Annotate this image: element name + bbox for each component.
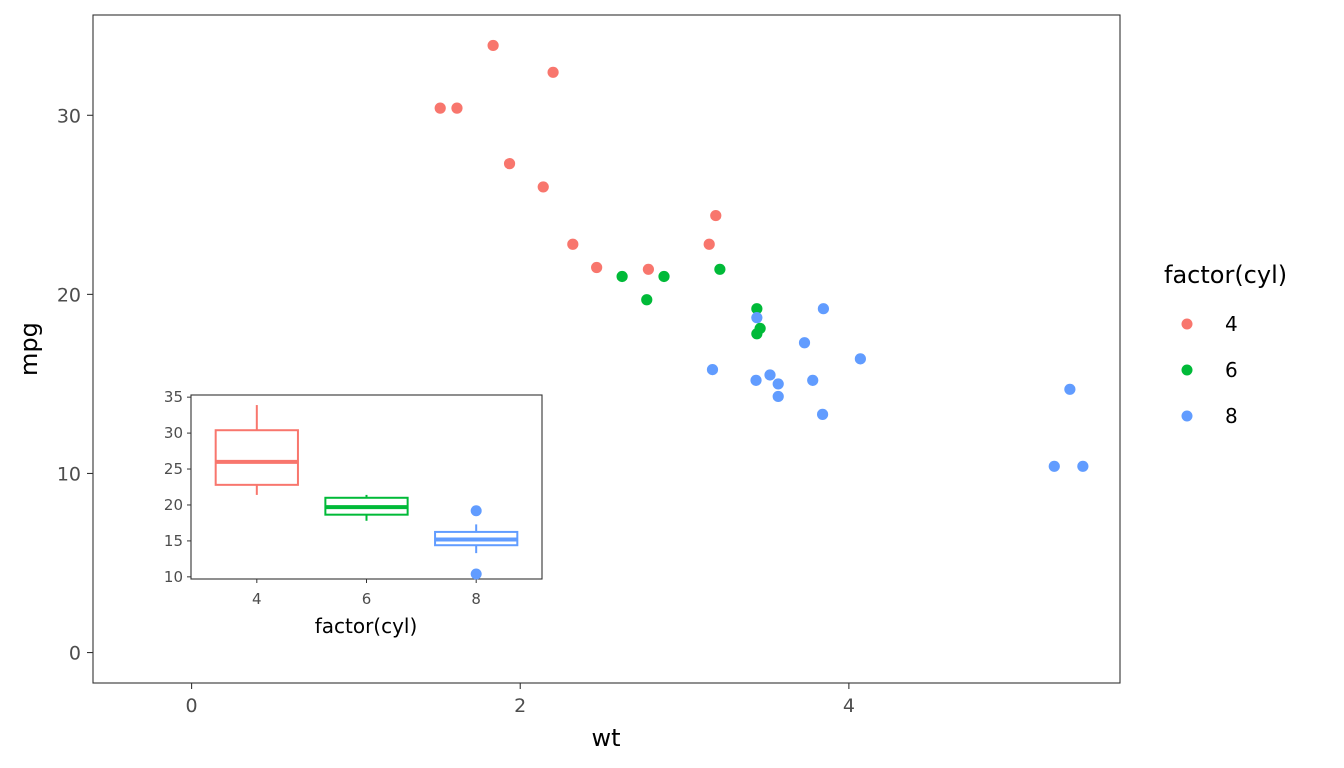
outlier-point — [470, 505, 482, 517]
legend-label-8: 8 — [1225, 404, 1238, 428]
inset-y-tick-label: 20 — [164, 496, 183, 514]
point-cyl-4 — [537, 181, 549, 193]
y-tick-label: 0 — [69, 643, 81, 665]
point-cyl-8 — [1048, 460, 1060, 472]
point-cyl-4 — [567, 238, 579, 250]
point-cyl-4 — [547, 66, 559, 78]
inset-x-axis: 4 6 8 — [252, 579, 481, 608]
legend-label-6: 6 — [1225, 358, 1238, 382]
inset-x-tick-label: 8 — [471, 590, 481, 608]
legend-key-8 — [1181, 410, 1193, 422]
point-cyl-6 — [616, 270, 628, 283]
x-tick-label: 4 — [843, 695, 855, 717]
point-cyl-8 — [751, 312, 763, 324]
iqr-box — [214, 429, 299, 486]
legend-key-4 — [1181, 318, 1193, 330]
inset-boxplot: 10 15 20 25 30 35 4 6 8 factor(cyl) — [148, 388, 550, 646]
legend: factor(cyl) 4 6 8 — [1164, 261, 1287, 428]
box-cyl-6 — [324, 494, 409, 521]
x-axis-title: wt — [591, 724, 620, 752]
point-cyl-8 — [1077, 460, 1089, 472]
y-tick-label: 10 — [57, 463, 81, 485]
point-cyl-6 — [751, 303, 763, 315]
point-cyl-8 — [807, 374, 819, 386]
inset-x-axis-title: factor(cyl) — [315, 614, 418, 638]
inset-y-tick-label: 35 — [164, 388, 183, 406]
point-cyl-8 — [817, 303, 830, 315]
point-cyl-6 — [658, 270, 670, 283]
point-cyl-6 — [714, 263, 726, 275]
point-cyl-4 — [591, 261, 603, 274]
point-cyl-8 — [764, 369, 776, 381]
inset-y-axis: 10 15 20 25 30 35 — [164, 388, 191, 586]
point-cyl-8 — [706, 363, 719, 376]
point-cyl-4 — [487, 39, 499, 52]
point-cyl-8 — [750, 374, 762, 386]
point-cyl-4 — [503, 158, 516, 170]
legend-label-4: 4 — [1225, 312, 1238, 336]
point-cyl-8 — [772, 378, 784, 390]
inset-y-tick-label: 15 — [164, 532, 183, 550]
point-cyl-8 — [1064, 383, 1076, 395]
point-cyl-4 — [434, 102, 446, 114]
main-y-axis: 0 10 20 30 — [57, 105, 93, 665]
y-tick-label: 20 — [57, 284, 81, 306]
inset-panel-border — [190, 394, 543, 580]
legend-title: factor(cyl) — [1164, 261, 1287, 289]
point-cyl-4 — [642, 263, 655, 275]
y-tick-label: 30 — [57, 105, 81, 127]
point-cyl-8 — [772, 390, 784, 403]
scatter-points — [434, 39, 1089, 472]
box-cyl-8 — [434, 505, 519, 580]
legend-key-6 — [1181, 364, 1193, 376]
point-cyl-6 — [641, 294, 653, 306]
x-tick-label: 2 — [514, 695, 526, 717]
inset-x-tick-label: 6 — [362, 590, 372, 608]
point-cyl-6 — [751, 328, 763, 340]
main-x-axis: 0 2 4 — [186, 683, 855, 717]
inset-boxes — [214, 405, 519, 580]
point-cyl-4 — [703, 238, 715, 250]
inset-x-tick-label: 4 — [252, 590, 262, 608]
point-cyl-8 — [816, 408, 829, 420]
point-cyl-8 — [854, 353, 866, 365]
x-tick-label: 0 — [186, 695, 198, 717]
outlier-point — [470, 568, 482, 580]
y-axis-title: mpg — [15, 322, 43, 376]
point-cyl-4 — [710, 209, 722, 222]
point-cyl-4 — [451, 102, 463, 114]
inset-y-tick-label: 10 — [164, 568, 183, 586]
box-cyl-4 — [214, 405, 299, 495]
inset-y-tick-label: 30 — [164, 424, 183, 442]
point-cyl-8 — [798, 337, 811, 349]
inset-y-tick-label: 25 — [164, 460, 183, 478]
